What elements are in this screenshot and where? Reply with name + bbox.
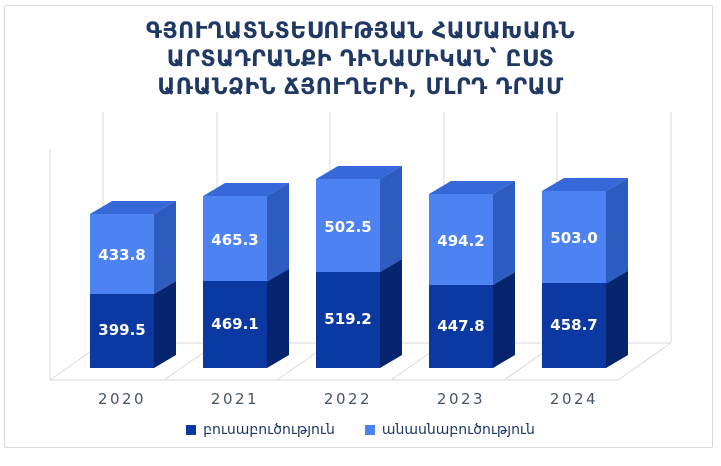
data-label: 494.2	[437, 231, 485, 250]
bar-segment-front	[203, 281, 267, 368]
bar-segment-side	[493, 181, 515, 286]
legend-label: անասնաբուծություն	[381, 422, 535, 438]
legend-item-animal-husbandry[interactable]: անասնաբուծություն	[364, 422, 535, 438]
bar-segment-front	[429, 194, 493, 286]
x-axis-label: 2022	[323, 390, 373, 408]
bar-segment-front	[203, 195, 267, 282]
bar-segment-front	[429, 285, 493, 368]
bar-segment-front	[90, 294, 154, 368]
bar-segment-front	[316, 272, 380, 368]
bar-segment-side	[493, 272, 515, 368]
x-axis-label: 2021	[210, 390, 260, 408]
bar-segment-side	[267, 182, 289, 282]
x-axis-label: 2024	[549, 390, 599, 408]
bar-segment-side	[380, 166, 402, 273]
x-axis-label: 2023	[436, 390, 486, 408]
data-label: 519.2	[324, 310, 372, 329]
x-axis-label: 2020	[97, 390, 147, 408]
data-label: 458.7	[550, 315, 598, 334]
bar-segment-side	[606, 270, 628, 368]
data-label: 433.8	[98, 246, 146, 265]
chart-title-line-2: ԱՐՏԱԴՐԱՆՔԻ ԴԻՆԱՄԻԿԱՆ՝ ԸՍՏ	[166, 47, 555, 72]
data-label: 465.3	[211, 230, 259, 249]
data-label: 503.0	[550, 228, 598, 247]
legend-item-crop-production[interactable]: բուսաբուծություն	[186, 422, 335, 438]
legend-swatch-icon	[364, 425, 375, 435]
data-label: 469.1	[211, 314, 259, 333]
legend-label: բուսաբուծություն	[203, 422, 335, 438]
bar-segment-side	[154, 281, 176, 368]
chart-title-line-1: ԳՅՈՒՂԱՏՆՏԵՍՈՒԹՅԱՆ ՀԱՄԱԽԱՌՆ	[145, 19, 576, 44]
data-label: 502.5	[324, 217, 372, 236]
bar-segment-side	[606, 177, 628, 284]
data-label: 447.8	[437, 316, 485, 335]
bar-segment-front	[316, 179, 380, 273]
bar-segment-front	[542, 190, 606, 284]
legend: բուսաբուծություն անասնաբուծություն	[0, 419, 721, 441]
bar-segment-side	[267, 268, 289, 368]
chart-title-line-3: ԱՌԱՆՁԻՆ ՃՅՈՒՂԵՐԻ, ՄԼՐԴ ԴՐԱՄ	[157, 75, 564, 100]
legend-swatch-icon	[186, 425, 197, 435]
bar-segment-side	[154, 201, 176, 295]
chart-title: ԳՅՈՒՂԱՏՆՏԵՍՈՒԹՅԱՆ ՀԱՄԱԽԱՌՆ ԱՐՏԱԴՐԱՆՔԻ ԴԻ…	[0, 18, 721, 102]
data-label: 399.5	[98, 321, 146, 340]
bar-segment-front	[542, 283, 606, 368]
bar-segment-front	[90, 214, 154, 295]
bar-segment-side	[380, 259, 402, 368]
